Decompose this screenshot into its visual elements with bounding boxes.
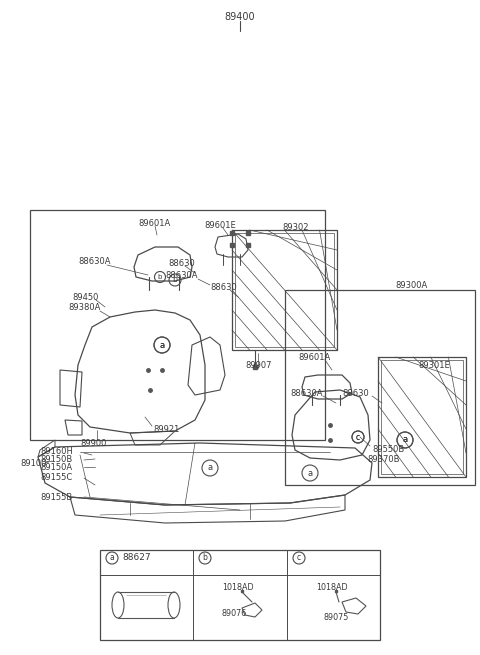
Text: 88630A: 88630A (78, 257, 110, 267)
Text: b: b (203, 553, 207, 563)
Text: 88630: 88630 (168, 259, 195, 267)
Text: 1018AD: 1018AD (222, 584, 253, 593)
Text: 89900: 89900 (80, 438, 107, 447)
Text: a: a (207, 464, 213, 472)
Text: b: b (158, 274, 162, 280)
Text: a: a (402, 436, 408, 445)
Text: b: b (173, 276, 178, 284)
Bar (285, 290, 475, 485)
Text: 88627: 88627 (122, 553, 151, 563)
Text: c: c (356, 432, 360, 441)
Text: 89550B: 89550B (372, 445, 404, 453)
Text: 89601A: 89601A (138, 219, 170, 227)
Text: 89921: 89921 (153, 424, 180, 434)
Text: 89601A: 89601A (298, 352, 330, 362)
Text: 89155C: 89155C (40, 472, 72, 481)
Text: 88630A: 88630A (165, 272, 197, 280)
Text: 89100: 89100 (20, 458, 47, 468)
Text: 88630A: 88630A (290, 388, 323, 398)
Text: 89076: 89076 (222, 610, 247, 618)
Bar (381, 360, 463, 474)
Text: a: a (159, 341, 165, 350)
Text: 89302: 89302 (282, 223, 309, 233)
Text: 89450: 89450 (72, 293, 98, 301)
Text: 89601E: 89601E (204, 221, 236, 229)
Text: 88630: 88630 (210, 282, 237, 291)
Text: 89150A: 89150A (40, 462, 72, 472)
Text: a: a (402, 436, 408, 445)
Text: 89301E: 89301E (418, 360, 450, 369)
Text: 89160H: 89160H (40, 447, 73, 455)
Text: 89370B: 89370B (367, 455, 399, 464)
Bar (30, 210, 325, 440)
Text: a: a (109, 553, 114, 563)
Bar (232, 230, 337, 350)
Text: a: a (159, 341, 165, 350)
Text: 89300A: 89300A (395, 280, 427, 290)
Bar (235, 233, 334, 347)
Text: 89400: 89400 (225, 12, 255, 22)
Bar (378, 357, 466, 477)
Text: 89150B: 89150B (40, 455, 72, 464)
Text: c: c (297, 553, 301, 563)
Text: 89907: 89907 (245, 360, 272, 369)
Bar (100, 550, 380, 640)
Text: 89155B: 89155B (40, 493, 72, 502)
Text: 88630: 88630 (342, 388, 369, 398)
Text: 89075: 89075 (324, 614, 349, 622)
Text: c: c (356, 432, 360, 441)
Text: 89380A: 89380A (68, 303, 100, 312)
Text: a: a (307, 468, 312, 477)
Text: 1018AD: 1018AD (316, 584, 348, 593)
